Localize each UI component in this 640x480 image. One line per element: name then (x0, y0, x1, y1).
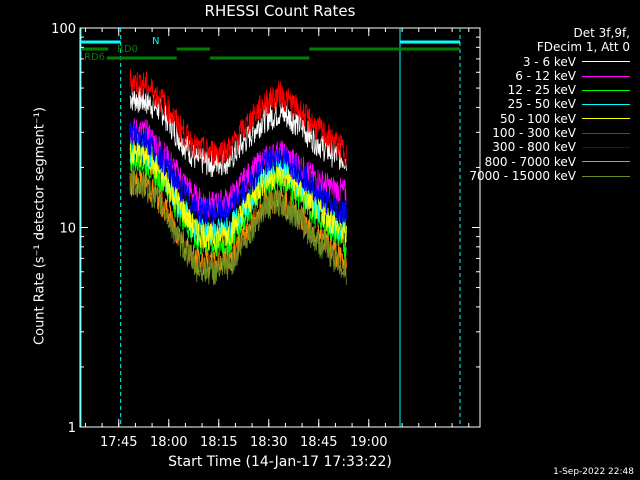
x-axis-label: Start Time (14-Jan-17 17:33:22) (168, 454, 392, 470)
legend-swatch (582, 132, 630, 134)
series-line (129, 140, 347, 251)
series-line (129, 121, 347, 227)
x-tick-label: 18:15 (200, 435, 237, 450)
series-line (129, 69, 347, 167)
legend-entry-label: 25 - 50 keV (507, 97, 576, 112)
legend-entry-label: 800 - 7000 keV (484, 154, 576, 169)
timestamp: 1-Sep-2022 22:48 (553, 467, 634, 477)
legend-entry: 6 - 12 keV (469, 69, 630, 83)
legend-header-1: Det 3f,9f, (573, 26, 631, 40)
legend-swatch (582, 161, 630, 163)
legend-entry: 300 - 800 keV (469, 140, 630, 154)
x-tick-label: 18:30 (250, 435, 287, 450)
legend-entry: 12 - 25 keV (469, 83, 630, 97)
legend-entry: 100 - 300 keV (469, 126, 630, 140)
legend-entry: 3 - 6 keV (469, 55, 630, 69)
series-lines (129, 69, 347, 286)
legend-swatch (582, 61, 630, 63)
legend-entry: 50 - 100 keV (469, 112, 630, 126)
legend-swatch (582, 175, 630, 177)
legend-entry: 7000 - 15000 keV (469, 169, 630, 183)
y-tick-label: 1 (68, 421, 76, 436)
attenuator-label-rd6: RD6 (84, 52, 105, 63)
legend-entries: 3 - 6 keV 6 - 12 keV 12 - 25 keV 25 - 50 ke… (469, 55, 630, 184)
legend-entry: 800 - 7000 keV (469, 155, 630, 169)
night-label: N (152, 36, 159, 47)
y-axis-label: Count Rate (s⁻¹ detector segment⁻¹) (32, 107, 48, 345)
legend-entry-label: 50 - 100 keV (499, 111, 576, 126)
legend-swatch (582, 147, 630, 149)
y-tick-label: 10 (59, 222, 76, 237)
legend-entry-label: 300 - 800 keV (492, 140, 576, 155)
legend-swatch (582, 118, 630, 120)
x-tick-label: 18:00 (150, 435, 187, 450)
legend-entry: 25 - 50 keV (469, 97, 630, 111)
x-tick-label: 17:45 (100, 435, 137, 450)
series-line (129, 170, 347, 286)
plot-annotations: N RD0 RD6 (80, 28, 461, 427)
legend-swatch (582, 75, 630, 77)
legend-header-2: FDecim 1, Att 0 (536, 40, 630, 55)
legend-entry-label: 12 - 25 keV (507, 83, 576, 98)
y-tick-label: 100 (51, 22, 76, 37)
legend-entry-label: 3 - 6 keV (522, 54, 576, 69)
legend-swatch (582, 104, 630, 106)
axis-ticks: 17:45 18:00 18:15 18:30 18:45 19:00 1 10 100 (51, 22, 480, 450)
attenuator-label-rd0: RD0 (117, 44, 138, 55)
x-tick-label: 19:00 (350, 435, 387, 450)
x-tick-label: 18:45 (300, 435, 337, 450)
legend-swatch (582, 89, 630, 91)
legend-entry-label: 7000 - 15000 keV (469, 168, 576, 183)
legend-entry-label: 100 - 300 keV (492, 126, 576, 141)
chart-title: RHESSI Count Rates (204, 2, 356, 20)
legend: Det 3f,9f, FDecim 1, Att 0 3 - 6 keV 6 - … (469, 26, 630, 183)
legend-entry-label: 6 - 12 keV (515, 68, 576, 83)
